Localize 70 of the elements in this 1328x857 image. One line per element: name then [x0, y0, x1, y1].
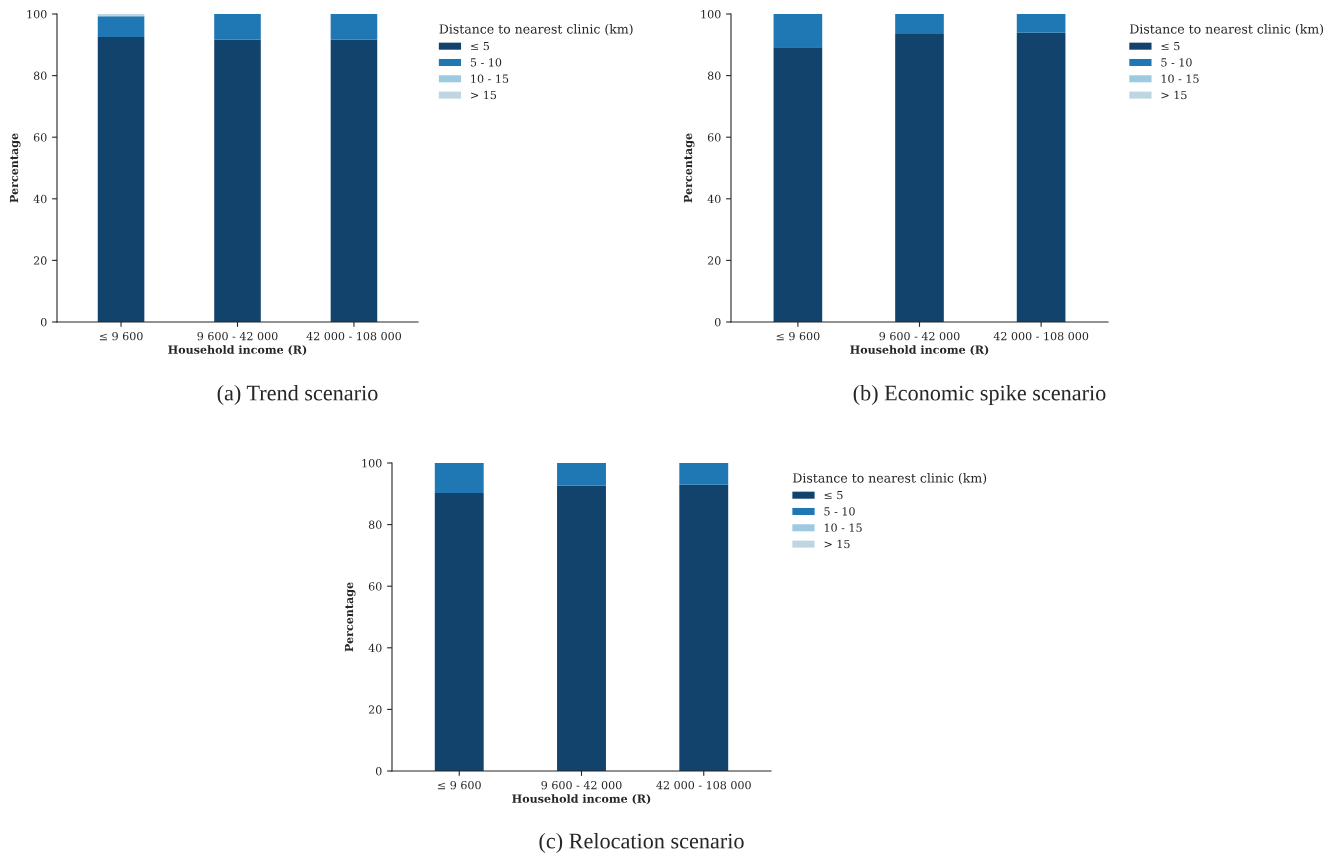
x-tick-label: 9 600 - 42 000: [197, 331, 278, 341]
bar: [773, 14, 823, 48]
bar: [97, 14, 145, 17]
y-tick-label: 60: [707, 133, 721, 142]
bar: [895, 14, 944, 35]
bar: [97, 37, 145, 322]
legend-title: Distance to nearest clinic (km): [793, 473, 987, 485]
x-tick-label: 9 600 - 42 000: [541, 780, 622, 790]
bar: [330, 39, 378, 322]
y-tick-label: 100: [701, 9, 721, 19]
y-tick-label: 60: [33, 133, 47, 142]
legend-label: ≤ 5: [1161, 42, 1180, 51]
x-tick-label: 42 000 - 108 000: [993, 331, 1089, 341]
bar: [214, 14, 261, 40]
bar: [214, 39, 261, 322]
x-tick-label: 9 600 - 42 000: [879, 331, 960, 341]
text: (c) Relocation scenario: [539, 832, 744, 854]
legend-label: > 15: [824, 539, 850, 549]
x-tick-label: ≤ 9 600: [99, 331, 143, 341]
y-tick-label: 80: [707, 71, 721, 80]
text: (b) Economic spike scenario: [853, 384, 1106, 406]
x-axis-title: Household income (R): [850, 345, 989, 356]
y-tick-label: 60: [368, 582, 382, 591]
bar: [557, 485, 606, 771]
y-axis-title: Percentage: [344, 582, 356, 652]
y-tick-label: 20: [33, 256, 47, 265]
y-tick-label: 40: [368, 643, 382, 653]
y-tick-label: 0: [375, 766, 382, 776]
x-tick-label: ≤ 9 600: [776, 331, 820, 341]
bar: [434, 492, 484, 771]
x-axis-title: Household income (R): [168, 345, 307, 356]
x-tick-label: ≤ 9 600: [438, 780, 481, 790]
y-tick-label: 40: [33, 194, 47, 204]
legend-label: ≤ 5: [824, 491, 843, 500]
x-axis-title: Household income (R): [512, 794, 651, 805]
bar: [679, 484, 729, 771]
y-tick-label: 80: [33, 71, 47, 80]
legend-title: Distance to nearest clinic (km): [1130, 24, 1324, 36]
bar: [895, 34, 944, 322]
bar: [434, 463, 484, 493]
legend-label: 10 - 15: [1161, 74, 1199, 83]
legend-label: 10 - 15: [824, 523, 862, 532]
legend-label: 10 - 15: [471, 74, 509, 83]
legend-label: 5 - 10: [1161, 58, 1192, 67]
bar: [773, 47, 823, 322]
x-tick-label: 42 000 - 108 000: [656, 780, 751, 790]
bar: [1016, 32, 1066, 322]
bar: [330, 14, 378, 40]
y-tick-label: 100: [362, 458, 382, 468]
y-axis-title: Percentage: [683, 133, 695, 203]
legend-label: ≤ 5: [471, 42, 489, 51]
legend-label: 5 - 10: [824, 507, 855, 516]
y-tick-label: 20: [368, 705, 382, 714]
bar: [557, 463, 606, 486]
y-tick-label: 100: [27, 9, 47, 19]
legend-label: > 15: [471, 90, 497, 100]
y-tick-label: 20: [707, 256, 721, 265]
x-tick-label: 42 000 - 108 000: [306, 331, 402, 341]
y-tick-label: 40: [707, 194, 721, 204]
y-tick-label: 80: [368, 520, 382, 529]
legend-label: > 15: [1161, 90, 1187, 100]
y-tick-label: 0: [714, 317, 721, 327]
bar: [679, 463, 729, 485]
bar: [97, 16, 145, 38]
legend-label: 5 - 10: [470, 58, 502, 67]
y-tick-label: 0: [40, 317, 47, 327]
y-axis-title: Percentage: [9, 133, 21, 203]
legend-title: Distance to nearest clinic (km): [439, 24, 633, 36]
text: (a) Trend scenario: [217, 384, 378, 406]
bar: [1016, 14, 1066, 33]
